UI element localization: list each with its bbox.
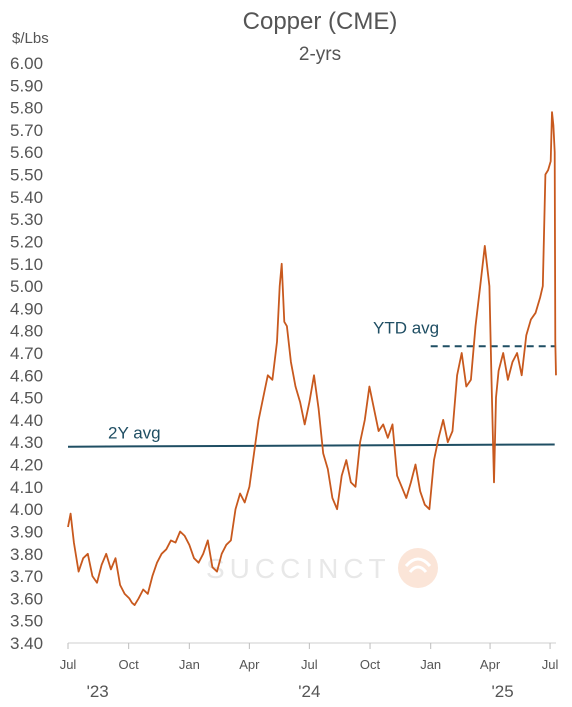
x-tick-label: Oct (360, 657, 381, 672)
y-tick-label: 3.50 (10, 612, 43, 631)
y-tick-label: 4.10 (10, 478, 43, 497)
y-tick-label: 3.40 (10, 634, 43, 653)
y-tick-label: 3.90 (10, 522, 43, 541)
y-tick-label: 5.40 (10, 188, 43, 207)
y-tick-label: 5.70 (10, 121, 43, 140)
reference-line (67, 443, 555, 448)
y-tick-label: 6.00 (10, 54, 43, 73)
x-year-label: '23 (87, 682, 109, 701)
y-tick-label: 4.20 (10, 456, 43, 475)
chart-title: Copper (CME) (242, 8, 398, 35)
x-tick-label: Apr (239, 657, 260, 672)
y-tick-label: 5.20 (10, 232, 43, 251)
y-tick-label: 4.30 (10, 433, 43, 452)
y-axis-unit-label: $/Lbs (12, 30, 49, 47)
y-tick-label: 5.90 (10, 76, 43, 95)
x-tick-label: Oct (119, 657, 140, 672)
x-year-label: '24 (298, 682, 320, 701)
y-tick-label: 5.60 (10, 143, 43, 162)
y-tick-label: 4.90 (10, 299, 43, 318)
x-tick-label: Jul (542, 657, 559, 672)
series-layer (67, 111, 557, 606)
y-tick-label: 4.00 (10, 500, 43, 519)
y-tick-label: 4.40 (10, 411, 43, 430)
y-tick-label: 5.30 (10, 210, 43, 229)
watermark: SUCCINCT (206, 548, 438, 588)
chart-subtitle: 2-yrs (298, 44, 342, 65)
x-tick-label: Jul (301, 657, 318, 672)
watermark-logo-arc (404, 557, 432, 573)
x-tick-label: Apr (480, 657, 501, 672)
reference-line-label: 2Y avg (108, 424, 161, 443)
watermark-text: SUCCINCT (206, 553, 391, 584)
y-tick-label: 5.80 (10, 99, 43, 118)
y-tick-label: 4.80 (10, 322, 43, 341)
y-tick-label: 3.60 (10, 589, 43, 608)
series-line (67, 111, 557, 606)
reference-lines: 2Y avg YTD avg (67, 318, 555, 448)
y-tick-label: 5.50 (10, 166, 43, 185)
x-tick-label: Jan (420, 657, 441, 672)
y-axis: 6.00 5.90 5.80 5.70 5.60 5.50 5.40 5.30 5.20 5.10… (10, 54, 43, 653)
watermark-logo-icon (398, 548, 438, 588)
y-tick-label: 5.10 (10, 255, 43, 274)
y-tick-label: 3.70 (10, 567, 43, 586)
y-tick-label: 4.50 (10, 389, 43, 408)
y-tick-label: 4.60 (10, 366, 43, 385)
x-year-label: '25 (492, 682, 514, 701)
y-tick-label: 3.80 (10, 545, 43, 564)
reference-line-label: YTD avg (373, 318, 439, 337)
y-tick-label: 5.00 (10, 277, 43, 296)
x-axis: Jul Oct Jan Apr Jul Oct Jan Apr Jul '23 '24 '25 (60, 642, 559, 701)
x-tick-label: Jul (60, 657, 77, 672)
x-tick-label: Jan (179, 657, 200, 672)
y-tick-label: 4.70 (10, 344, 43, 363)
